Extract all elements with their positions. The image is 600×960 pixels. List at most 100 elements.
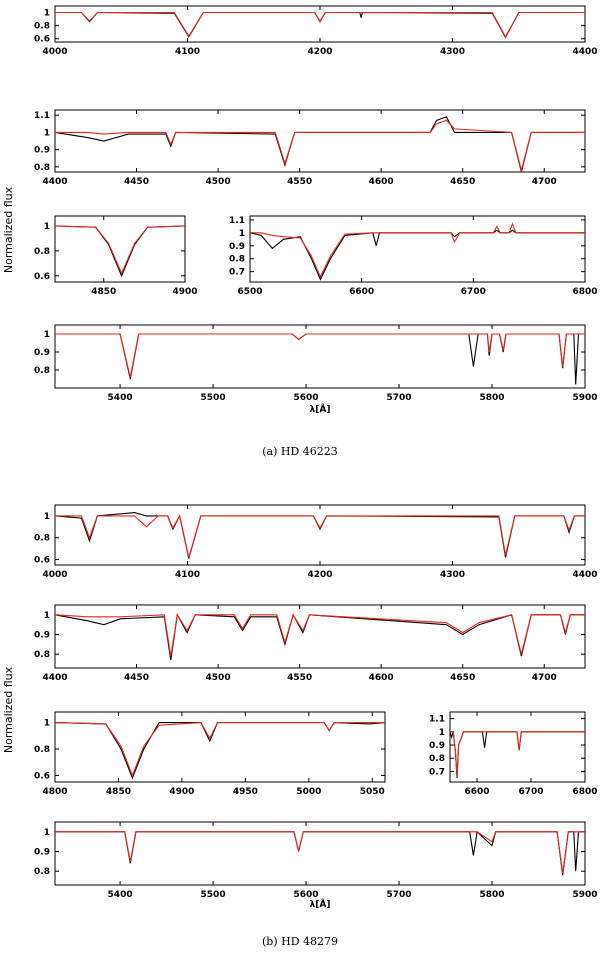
- x-tick-label: 4450: [124, 177, 149, 187]
- x-tick-label: 4100: [175, 570, 200, 580]
- x-tick-label: 4400: [572, 47, 597, 57]
- spectrum-line: [54, 613, 585, 661]
- x-tick-label: 6800: [572, 287, 597, 297]
- y-tick-label: 1: [239, 229, 245, 239]
- x-tick-label: 4550: [287, 673, 312, 683]
- y-tick-label: 0.9: [34, 631, 50, 641]
- x-tick-label: 5500: [201, 890, 226, 900]
- caption: (a) HD 46223: [262, 445, 338, 458]
- y-tick-label: 1: [44, 828, 50, 838]
- spectrum-line: [55, 333, 585, 385]
- plot-frame: [449, 711, 586, 783]
- x-tick-label: 6700: [461, 287, 486, 297]
- x-axis-label: λ[Å]: [310, 404, 331, 415]
- y-tick-label: 0.9: [34, 146, 50, 156]
- y-tick-label: 1.1: [229, 216, 245, 226]
- y-tick-label: 1: [44, 611, 50, 621]
- y-tick-label: 0.6: [34, 771, 50, 781]
- y-tick-label: 1: [44, 222, 50, 232]
- x-tick-label: 5800: [479, 890, 504, 900]
- x-tick-label: 4100: [175, 47, 200, 57]
- y-tick-label: 0.9: [229, 242, 245, 252]
- y-tick-label: 1: [44, 128, 50, 138]
- x-tick-label: 5600: [294, 393, 319, 403]
- y-tick-label: 1: [44, 512, 50, 522]
- y-tick-label: 1: [44, 330, 50, 340]
- spectrum-line: [55, 119, 585, 173]
- spectrum-line: [250, 222, 585, 279]
- y-tick-label: 0.8: [429, 754, 445, 764]
- spectrum-line: [55, 514, 585, 558]
- x-tick-label: 4400: [42, 673, 67, 683]
- y-tick-label: 0.7: [229, 268, 245, 278]
- y-tick-label: 0.9: [34, 848, 50, 858]
- plot-frame: [54, 711, 386, 783]
- y-tick-label: 0.8: [34, 247, 50, 257]
- y-tick-label: 0.6: [34, 556, 50, 566]
- x-tick-label: 6600: [349, 287, 374, 297]
- x-tick-label: 4550: [287, 177, 312, 187]
- y-tick-label: 0.7: [429, 767, 445, 777]
- x-tick-label: 4700: [532, 673, 557, 683]
- plot-frame: [54, 324, 586, 389]
- y-tick-label: 1: [44, 719, 50, 729]
- x-tick-label: 6500: [237, 287, 262, 297]
- x-tick-label: 4200: [307, 47, 332, 57]
- y-tick-label: 1: [439, 728, 445, 738]
- x-tick-label: 4600: [369, 177, 394, 187]
- x-tick-label: 5400: [108, 890, 133, 900]
- spectrum-line: [54, 613, 585, 657]
- x-tick-label: 4450: [124, 673, 149, 683]
- x-tick-label: 4950: [233, 787, 258, 797]
- x-tick-label: 6700: [518, 787, 543, 797]
- x-tick-label: 5050: [360, 787, 385, 797]
- plot-frame: [54, 215, 186, 283]
- x-tick-label: 4300: [440, 570, 465, 580]
- x-tick-label: 6800: [572, 787, 597, 797]
- x-tick-label: 4650: [450, 177, 475, 187]
- y-tick-label: 0.8: [34, 867, 50, 877]
- x-tick-label: 4400: [42, 177, 67, 187]
- plot-frame: [249, 215, 586, 283]
- x-tick-label: 5000: [296, 787, 321, 797]
- y-tick-label: 0.8: [229, 255, 245, 265]
- x-tick-label: 5800: [479, 393, 504, 403]
- y-axis-label: Normalized flux: [2, 186, 15, 273]
- y-tick-label: 1: [44, 9, 50, 19]
- spectrum-line: [55, 11, 585, 38]
- y-tick-label: 0.9: [34, 348, 50, 358]
- spectrum-line: [55, 11, 585, 39]
- x-axis-label: λ[Å]: [310, 899, 331, 910]
- spectrum-line: [54, 225, 186, 275]
- y-axis-label: Normalized flux: [2, 666, 15, 753]
- x-tick-label: 4900: [172, 287, 197, 297]
- x-tick-label: 4000: [42, 570, 67, 580]
- x-tick-label: 5700: [387, 393, 412, 403]
- y-tick-label: 1.1: [34, 111, 50, 121]
- y-tick-label: 0.8: [34, 650, 50, 660]
- spectrum-line: [54, 722, 385, 777]
- y-tick-label: 0.8: [34, 366, 50, 376]
- x-tick-label: 5600: [294, 890, 319, 900]
- x-tick-label: 4300: [440, 47, 465, 57]
- caption: (b) HD 48279: [262, 935, 338, 948]
- plot-frame: [54, 109, 586, 173]
- plot-frame: [54, 821, 586, 886]
- x-tick-label: 6600: [464, 787, 489, 797]
- x-tick-label: 5400: [108, 393, 133, 403]
- x-tick-label: 4800: [42, 787, 67, 797]
- y-tick-label: 0.8: [34, 163, 50, 173]
- x-tick-label: 4400: [572, 570, 597, 580]
- x-tick-label: 4900: [169, 787, 194, 797]
- x-tick-label: 4000: [42, 47, 67, 57]
- y-tick-label: 0.8: [34, 22, 50, 32]
- spectrum-line: [55, 831, 585, 874]
- x-tick-label: 4500: [206, 177, 231, 187]
- spectrum-line: [54, 512, 585, 559]
- y-tick-label: 0.8: [34, 534, 50, 544]
- x-tick-label: 4500: [206, 673, 231, 683]
- x-tick-label: 4200: [307, 570, 332, 580]
- x-tick-label: 5900: [572, 393, 597, 403]
- spectrum-line: [54, 722, 386, 780]
